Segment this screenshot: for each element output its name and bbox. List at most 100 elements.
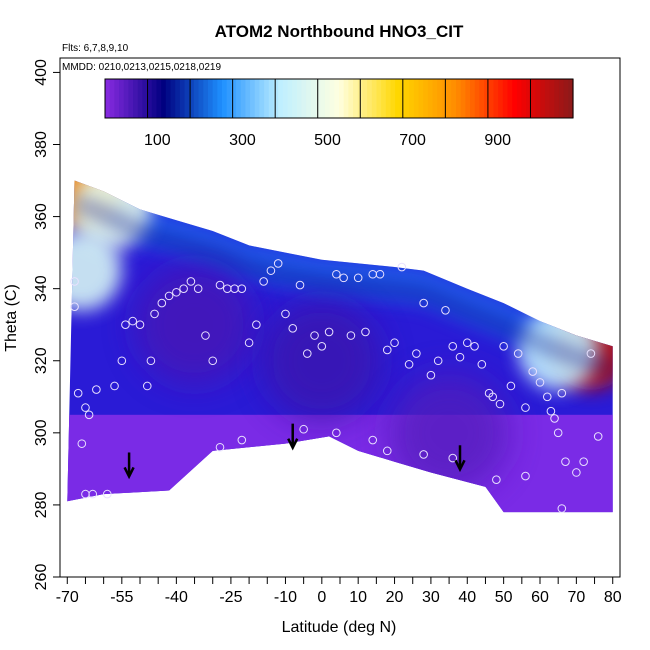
colorbar-cell	[212, 79, 218, 118]
data-point	[302, 349, 312, 358]
data-point	[521, 403, 530, 412]
x-tick-label: -70	[56, 589, 79, 606]
data-point	[128, 316, 138, 326]
y-tick-label: 360	[33, 203, 50, 230]
data-point	[513, 349, 523, 358]
data-point	[288, 324, 298, 333]
colorbar-cell	[507, 79, 513, 118]
axes: -70 -55 -40 -25 -10 0 10 20 30 40 50 60 70 80 260 280 30…	[33, 59, 622, 606]
colorbar-cell	[245, 79, 251, 118]
data-point	[186, 277, 196, 286]
colorbar-cell	[301, 79, 307, 118]
data-point	[382, 345, 392, 355]
y-tick-label: 320	[33, 347, 50, 374]
data-point	[535, 378, 545, 387]
data-point	[441, 305, 450, 315]
data-point	[397, 262, 407, 272]
data-point	[324, 327, 334, 337]
colorbar-cell	[119, 79, 125, 118]
data-point	[521, 471, 530, 481]
colorbar-cell	[371, 79, 378, 118]
colorbar-cell	[114, 79, 120, 118]
colorbar-cell	[456, 79, 462, 118]
colorbar-cell	[423, 79, 429, 118]
data-point	[572, 468, 581, 477]
colorbar-cell	[432, 79, 438, 118]
x-axis-label: Latitude (deg N)	[282, 619, 397, 636]
data-point	[382, 446, 392, 456]
data-point	[528, 367, 538, 376]
data-point	[495, 399, 505, 409]
colorbar-cell	[175, 79, 181, 118]
field-feature-low	[261, 300, 382, 421]
colorbar-cell	[404, 79, 410, 118]
colorbar-cell	[320, 79, 326, 118]
colorbar-cell	[151, 79, 158, 118]
x-tick-label: 70	[567, 589, 585, 606]
colorbar-cell	[109, 79, 115, 118]
colorbar-frame	[104, 78, 574, 119]
data-point	[346, 331, 356, 340]
colorbar-tick-label: 500	[314, 132, 341, 149]
colorbar-cell	[554, 79, 560, 118]
colorbar-cell	[498, 79, 504, 118]
data-point	[77, 439, 87, 448]
colorbar-cell	[236, 79, 242, 118]
colorbar-tick-label: 300	[229, 132, 256, 149]
y-tick-label: 260	[33, 564, 50, 591]
colorbar-cell	[226, 79, 232, 118]
colorbar-cell	[198, 79, 204, 118]
data-point	[273, 259, 283, 268]
colorbar-cell	[296, 79, 303, 118]
data-point	[92, 385, 101, 394]
data-point	[179, 284, 188, 293]
data-point	[448, 342, 458, 351]
colorbar-cell	[479, 79, 485, 118]
data-point	[561, 457, 570, 466]
data-point	[70, 302, 79, 311]
data-point	[419, 298, 428, 308]
dates-annotation: MMDD: 0210,0213,0215,0218,0219	[62, 62, 221, 73]
colorbar-cell	[278, 79, 284, 118]
arrow-head	[454, 459, 466, 473]
colorbar-cell	[193, 79, 200, 118]
colorbar-cell	[465, 79, 471, 118]
arrow-head	[287, 438, 299, 451]
colorbar-cell	[376, 79, 382, 118]
colorbar-cell	[147, 79, 153, 118]
colorbar-cell	[512, 79, 518, 118]
colorbar-cell	[549, 79, 555, 118]
data-point	[70, 277, 79, 286]
colorbar-cell	[324, 79, 331, 118]
colorbar-cell	[273, 79, 279, 118]
colorbar-cell	[526, 79, 532, 118]
colorbar-cell	[348, 79, 354, 118]
data-point	[368, 435, 378, 445]
data-point	[164, 291, 174, 301]
field-feature-low	[389, 372, 510, 493]
data-point	[579, 457, 588, 466]
field-feature-mid	[67, 230, 122, 311]
colorbar-cell	[362, 79, 368, 118]
data-point	[542, 392, 552, 402]
data-point	[237, 435, 247, 445]
colorbar-cell	[137, 79, 144, 118]
colorbar-cell	[179, 79, 186, 118]
data-point	[81, 403, 90, 412]
colorbar-cell	[268, 79, 275, 118]
field-lower-band	[67, 414, 613, 513]
data-point	[455, 352, 465, 362]
colorbar-cell	[259, 79, 265, 118]
colorbar-cell	[133, 79, 139, 118]
colorbar-cell	[250, 79, 256, 118]
data-point	[266, 266, 276, 275]
field-ridge	[72, 197, 613, 374]
flights-annotation: Flts: 6,7,8,9,10	[62, 43, 129, 54]
colorbar-cell	[470, 79, 476, 118]
data-point	[499, 342, 508, 351]
colorbar-tick-label: 700	[399, 132, 426, 149]
data-point	[146, 356, 156, 366]
colorbar-cell	[282, 79, 289, 118]
colorbar-cell	[343, 79, 349, 118]
